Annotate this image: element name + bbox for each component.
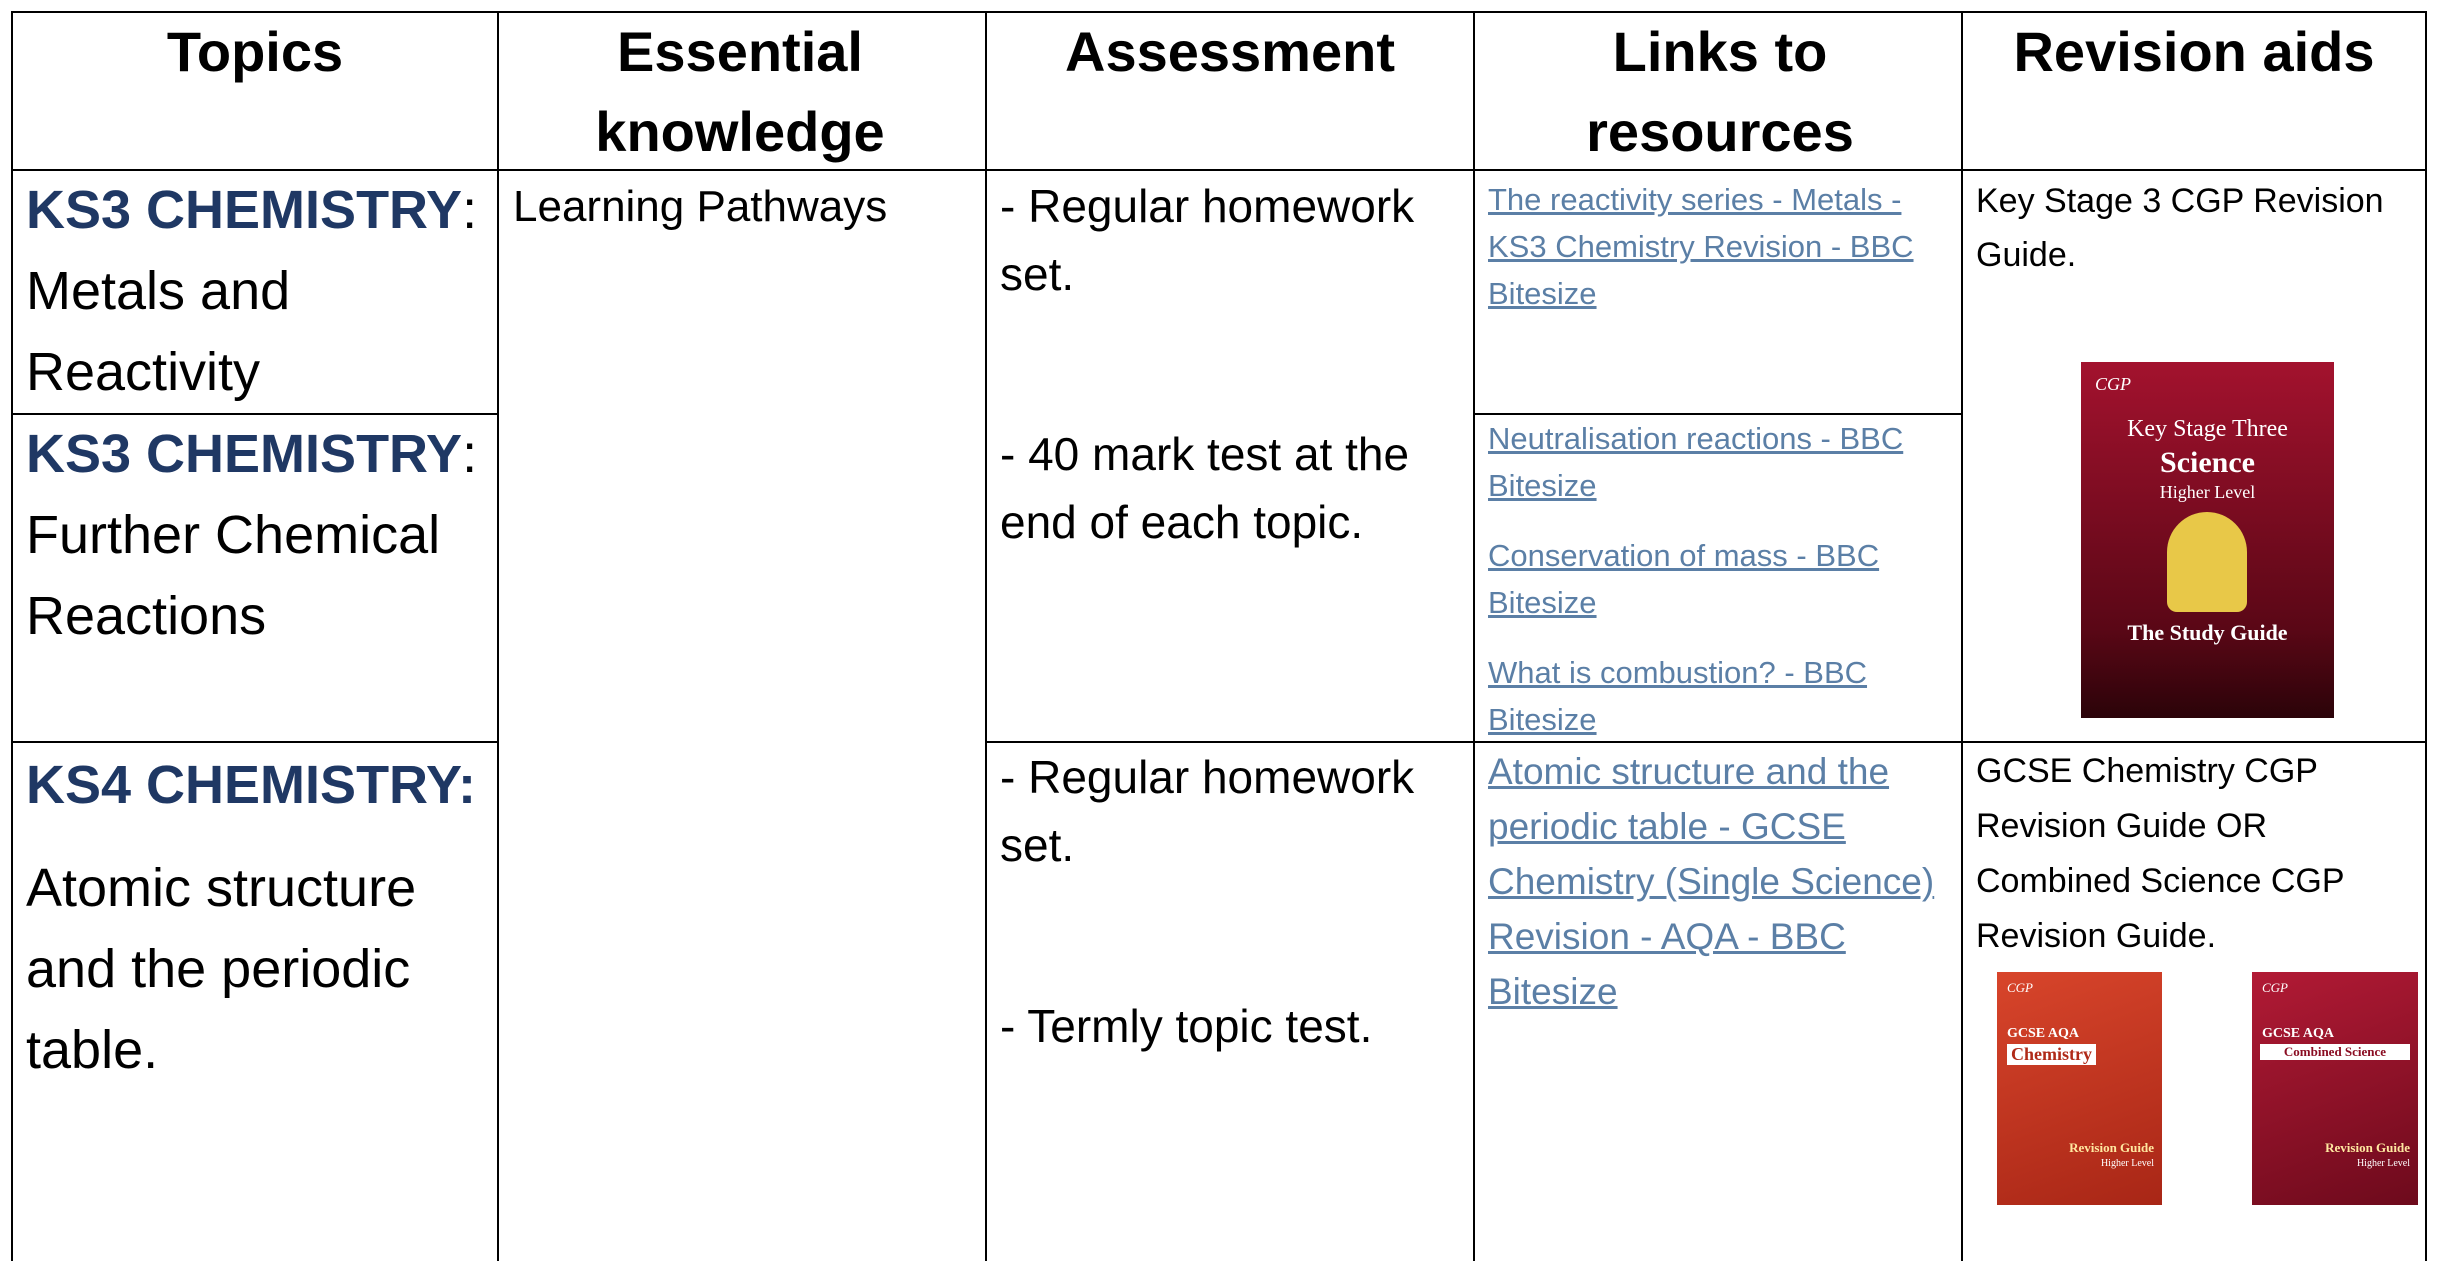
cover-text: The Study Guide [2127, 620, 2288, 645]
links-cell: The reactivity series - Metals - KS3 Che… [1488, 176, 1958, 317]
border [985, 11, 987, 1261]
resource-link[interactable]: The reactivity series - Metals - KS3 Che… [1488, 182, 1914, 311]
book-cover: CGP GCSE AQA Chemistry Revision Guide Hi… [1997, 972, 2162, 1205]
essential-knowledge: Learning Pathways [513, 182, 888, 231]
cover-text: Higher Level [2356, 1158, 2410, 1169]
border [497, 11, 499, 1261]
resource-link[interactable]: Conservation of mass - BBC Bitesize [1488, 538, 1880, 620]
topic: KS3 CHEMISTRY: Further Chemical Reactions [26, 414, 491, 657]
links-cell: Atomic structure and the periodic table … [1488, 744, 1958, 1019]
topic-code: KS3 CHEMISTRY [26, 424, 463, 484]
border [11, 11, 2427, 13]
topic-sep: : [462, 424, 478, 484]
header-cell: Revision aids [2013, 20, 2375, 83]
border [11, 11, 13, 1261]
topic: KS3 CHEMISTRY: Metals and Reactivity [26, 170, 491, 413]
border [2425, 11, 2427, 1261]
border [986, 741, 2427, 743]
header-cell: Topics [166, 20, 344, 83]
header-cell: Assessment [1065, 20, 1395, 83]
cover-text: Chemistry [2007, 1044, 2096, 1065]
border [11, 413, 498, 415]
assessment-item: - Regular homework set. [1000, 751, 1415, 871]
cover-brand: CGP [2262, 980, 2288, 995]
topic-name: Atomic structure and the periodic table. [26, 858, 417, 1080]
header-cell: Links to resources [1586, 20, 1854, 163]
cover-text: Science [2160, 446, 2255, 479]
assessment-item: - Regular homework set. [1000, 180, 1415, 300]
assessment-item: - 40 mark test at the end of each topic. [1000, 428, 1410, 548]
book-cover: CGP GCSE AQA Combined Science Revision G… [2252, 972, 2418, 1205]
links-cell: Neutralisation reactions - BBC Bitesize … [1488, 415, 1958, 743]
resource-link[interactable]: Atomic structure and the periodic table … [1488, 751, 1935, 1012]
cover-text: Revision Guide [2325, 1140, 2410, 1155]
cover-text: GCSE AQA [2262, 1026, 2334, 1041]
topic-name: Further Chemical Reactions [26, 505, 441, 646]
border [11, 169, 2427, 171]
topic-name: Metals and Reactivity [26, 261, 291, 402]
border [11, 741, 498, 743]
resource-link[interactable]: What is combustion? - BBC Bitesize [1488, 655, 1868, 737]
header-cell: Essential knowledge [595, 20, 885, 163]
resource-link[interactable]: Neutralisation reactions - BBC Bitesize [1488, 421, 1904, 503]
border [1473, 11, 1475, 1261]
topic-code: KS4 CHEMISTRY: [26, 755, 477, 815]
assessment-item: - Termly topic test. [1000, 1000, 1373, 1052]
cover-brand: CGP [2007, 980, 2033, 995]
cover-text: Combined Science [2260, 1044, 2410, 1060]
border [1474, 413, 1962, 415]
revision-aid: GCSE Chemistry CGP Revision Guide OR Com… [1976, 752, 2344, 955]
topic: KS4 CHEMISTRY: Atomic structure and the p… [26, 745, 491, 1091]
cover-text: GCSE AQA [2007, 1026, 2079, 1041]
cover-text: Higher Level [2159, 482, 2256, 502]
cover-text: Higher Level [2100, 1158, 2154, 1169]
cover-brand: CGP [2095, 374, 2131, 394]
cover-text: Key Stage Three [2127, 416, 2288, 442]
topic-code: KS3 CHEMISTRY [26, 180, 463, 240]
cover-emblem [2167, 512, 2247, 612]
book-cover: CGP Key Stage Three Science Higher Level… [2081, 362, 2334, 718]
revision-aid: Key Stage 3 CGP Revision Guide. [1976, 182, 2384, 274]
topic-sep: : [462, 180, 478, 240]
border [1961, 11, 1963, 1261]
cover-text: Revision Guide [2069, 1140, 2154, 1155]
